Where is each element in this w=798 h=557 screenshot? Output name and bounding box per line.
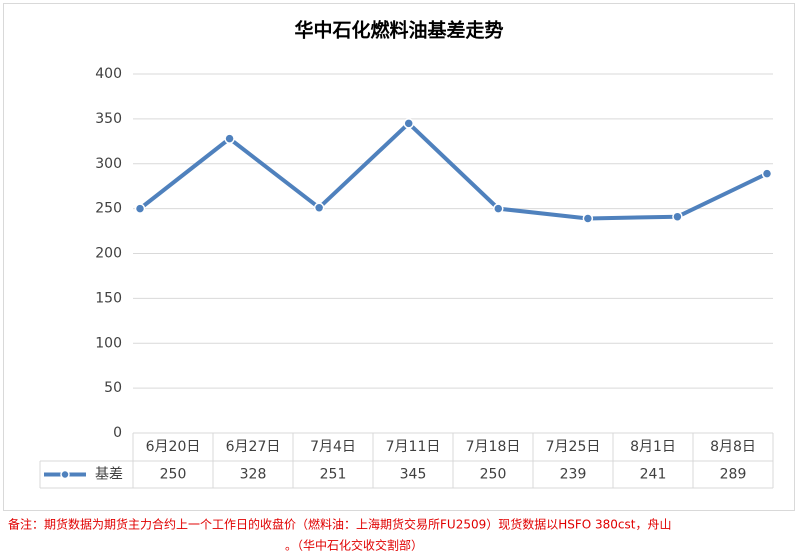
x-tick-label: 7月4日 — [310, 439, 356, 455]
y-tick-label: 300 — [95, 156, 122, 172]
table-value: 250 — [160, 467, 187, 483]
point — [582, 213, 594, 224]
x-tick-label: 7月18日 — [466, 439, 521, 455]
y-tick-label: 200 — [95, 246, 122, 262]
chart-frame — [3, 3, 795, 511]
legend-label: 基差 — [95, 466, 123, 483]
y-tick-label: 50 — [104, 380, 122, 396]
y-tick-label: 400 — [95, 66, 122, 82]
x-tick-label: 7月25日 — [546, 439, 601, 455]
table-value: 250 — [480, 467, 507, 483]
x-tick-label: 8月1日 — [630, 439, 676, 455]
point — [493, 203, 504, 214]
table-value: 239 — [560, 467, 587, 483]
point — [134, 203, 146, 214]
series-line — [138, 121, 768, 221]
point — [672, 211, 683, 222]
y-tick-label: 350 — [95, 111, 122, 127]
y-tick-label: 100 — [95, 335, 122, 351]
table-value: 241 — [640, 467, 667, 483]
x-tick-label: 6月20日 — [146, 439, 201, 455]
legend-marker — [60, 469, 70, 480]
note: 备注：期货数据为期货主力合约上一个工作日的收盘价（燃料油：上海期货交易所FU25… — [8, 517, 672, 532]
x-tick-label: 6月27日 — [226, 439, 281, 455]
point — [403, 118, 414, 129]
table-value: 345 — [400, 467, 427, 483]
y-tick-label: 250 — [95, 201, 122, 217]
x-tick-label: 7月11日 — [386, 439, 441, 455]
table-value: 289 — [720, 467, 747, 483]
table-value: 251 — [320, 467, 347, 483]
point — [313, 202, 325, 213]
point — [224, 133, 235, 144]
point — [761, 168, 773, 179]
chart-title: 华中石化燃料油基差走势 — [294, 19, 503, 42]
x-tick-label: 8月8日 — [710, 439, 756, 455]
note: 。（华中石化交收交割部） — [285, 538, 423, 553]
table-value: 328 — [240, 467, 267, 483]
y-tick-label: 150 — [95, 290, 122, 306]
y-tick-label: 0 — [113, 425, 122, 441]
